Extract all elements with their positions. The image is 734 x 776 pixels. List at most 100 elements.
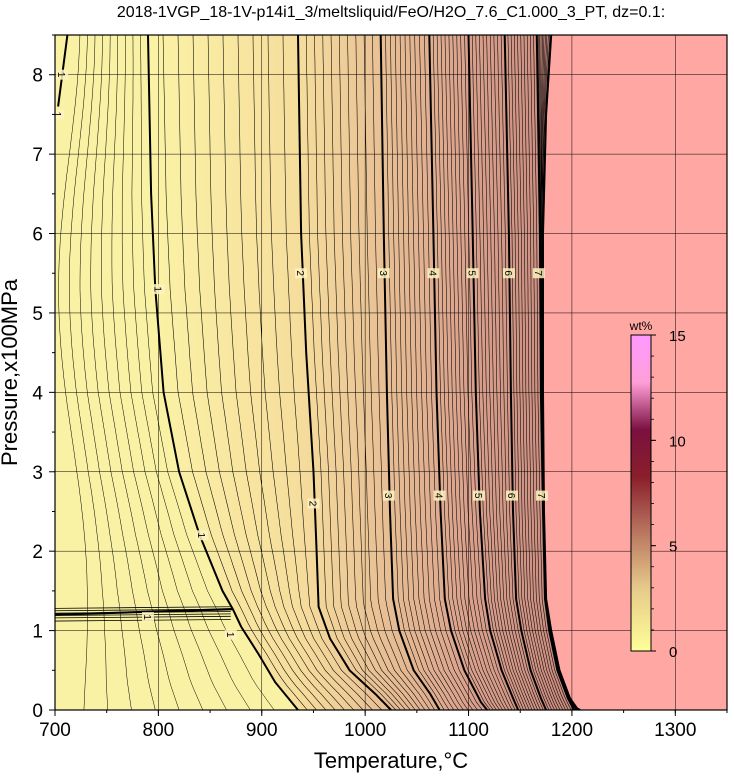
contour-label-text: 4 [433,493,444,499]
contour-label-text: 2 [307,501,318,507]
x-axis: 700 800 900 1000 1100 1200 1300 [39,710,728,741]
x-tick-label: 1300 [654,720,696,741]
minor-contour [394,35,455,710]
minor-contour [330,35,411,710]
contour-label-text: 3 [377,270,388,276]
contour-label-5: 5 [466,268,479,279]
minor-contour [409,35,469,710]
minor-contour [121,35,227,710]
contour-label-7: 7 [535,490,548,501]
minor-contour-lines [55,35,580,710]
contour-label-1: 1 [195,530,208,541]
minor-contour [456,35,510,710]
y-tick-label: 6 [32,225,43,246]
contour-label-text: 1 [141,614,152,620]
minor-contour [520,35,561,710]
contour-label-2: 2 [307,498,320,509]
minor-contour [471,35,522,710]
contour-label-6: 6 [502,268,515,279]
contour-label-bg [295,268,308,279]
minor-contour [90,35,156,710]
minor-contour [111,35,204,710]
colorbar-tick-label: 15 [669,328,686,345]
minor-contour [517,35,558,710]
minor-contour [489,35,536,710]
contour-label-bg [466,268,479,279]
contour-label-6: 6 [505,490,518,501]
y-tick-label: 0 [32,701,43,722]
minor-contour [192,35,327,710]
contour-label-bg [224,629,237,640]
minor-contour [432,35,491,710]
contour-label-text: 1 [51,112,62,118]
contour-label-3: 3 [382,490,395,501]
contour-label-7: 7 [532,268,545,279]
major-contour-3 [379,35,441,710]
contour-label-bg [307,498,320,509]
minor-contour [267,35,373,710]
contour-label-text: 1 [55,72,66,78]
minor-contour [424,35,483,710]
liquidus-line [542,35,581,710]
minor-contour [339,35,416,710]
minor-contour [322,35,406,710]
minor-contour [140,35,275,710]
contour-label-text: 7 [535,493,546,499]
x-tick-label: 1100 [448,720,489,741]
minor-contour [440,35,497,710]
contour-label-text: 1 [195,533,206,539]
contour-label-bg [433,490,446,501]
plot-frame [54,34,728,711]
minor-contour [399,35,459,710]
contour-label-5: 5 [472,490,485,501]
minor-contour [526,35,566,710]
x-tick-label: 1200 [551,720,593,741]
contour-label-text: 4 [426,270,437,276]
colorbar-tick-label: 0 [669,644,677,661]
contour-label-bg [472,490,485,501]
plot-area: 1 1 1 1 1 1 2 2 3 3 4 4 5 5 6 6 7 7 [51,35,727,710]
contour-label-text: 6 [505,493,516,499]
y-tick-label: 7 [32,145,43,166]
contour-label-text: 2 [294,270,305,276]
colorbar-tick-label: 10 [669,433,686,450]
minor-contour [448,35,503,710]
minor-contour [419,35,478,710]
major-contour-4 [428,35,488,710]
contour-label-1: 1 [141,612,154,623]
x-tick-label: 800 [143,720,175,741]
minor-contour [436,35,494,710]
contour-label-1: 1 [224,629,237,640]
contour-label-3: 3 [377,268,390,279]
major-contour-1-band [55,608,233,616]
minor-contour [404,35,464,710]
x-tick-label: 900 [246,720,278,741]
contour-label-bg [56,69,69,80]
y-tick-label: 1 [32,622,43,643]
contour-label-bg [377,268,390,279]
contour-label-text: 3 [382,493,393,499]
major-contour-5 [467,35,520,710]
minor-contour [385,35,445,710]
minor-contour [347,35,421,710]
minor-contour [486,35,533,710]
minor-contour [500,35,544,710]
chart-title: 2018-1VGP_18-1V-p14i1_3/meltsliquid/FeO/… [117,4,665,21]
minor-contour [314,35,401,710]
contour-label-1: 1 [55,69,69,80]
colorbar-title: wt% [629,319,653,333]
minor-contour [355,35,426,710]
colorbar-tick-label: 5 [669,539,677,556]
contour-label-bg [382,490,395,501]
major-contour-2 [297,35,392,710]
y-axis: 0 1 2 3 4 5 6 7 8 [32,34,55,722]
minor-contour [363,35,431,710]
minor-contour [58,35,88,710]
minor-contour [464,35,516,710]
minor-contour [372,35,435,710]
minor-contour [305,35,397,710]
contour-label-1: 1 [151,284,165,295]
y-tick-label: 4 [32,383,43,404]
colorbar-ticks: 0 5 10 15 [651,328,686,661]
